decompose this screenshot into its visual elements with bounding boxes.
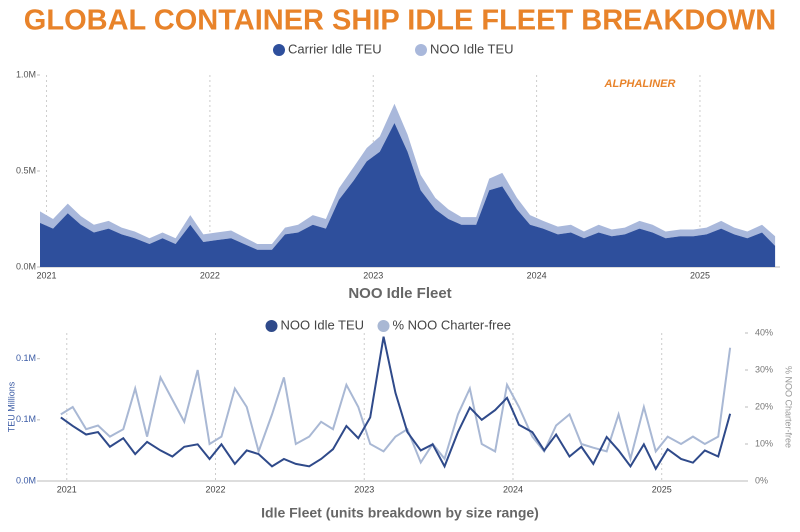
x-tick-label: 2024 xyxy=(527,270,547,280)
legend-label: % NOO Charter-free xyxy=(393,317,511,332)
x-tick-label: 2025 xyxy=(690,270,710,280)
legend-marker xyxy=(415,44,427,56)
y2-tick-label: 20% xyxy=(755,401,773,411)
x-tick-label: 2022 xyxy=(205,484,225,494)
legend-label: NOO Idle TEU xyxy=(430,41,514,56)
logo-text: ALPHALINER xyxy=(604,78,676,90)
legend-label: NOO Idle TEU xyxy=(281,317,365,332)
x-tick-label: 2021 xyxy=(37,270,57,280)
y2-axis-title: % NOO Charter-free xyxy=(784,366,794,448)
legend-marker xyxy=(273,44,285,56)
line xyxy=(60,347,732,465)
y-tick-label: 0.5M xyxy=(16,165,36,175)
legend-label: Carrier Idle TEU xyxy=(288,41,382,56)
legend-marker xyxy=(265,320,278,332)
y2-tick-label: 10% xyxy=(755,438,773,448)
x-tick-label: 2023 xyxy=(363,270,383,280)
x-axis-title: Idle Fleet (units breakdown by size rang… xyxy=(261,505,539,521)
area xyxy=(40,123,776,267)
y-tick-label: 0.1M xyxy=(16,353,36,363)
y-tick-label: 0.0M xyxy=(16,261,36,271)
legend-marker xyxy=(377,320,390,332)
x-tick-label: 2022 xyxy=(200,270,220,280)
x-tick-label: 2025 xyxy=(652,484,672,494)
y-axis-title: TEU Millions xyxy=(6,381,16,432)
x-tick-label: 2024 xyxy=(503,484,523,494)
x-tick-label: 2023 xyxy=(354,484,374,494)
y-tick-label: 0.1M xyxy=(16,414,36,424)
y-tick-label: 0.0M xyxy=(16,475,36,485)
y2-tick-label: 30% xyxy=(755,364,773,374)
y-tick-label: 1.0M xyxy=(16,69,36,79)
y2-tick-label: 0% xyxy=(755,475,768,485)
y2-tick-label: 40% xyxy=(755,327,773,337)
x-tick-label: 2021 xyxy=(57,484,77,494)
chart-title: NOO Idle Fleet xyxy=(348,285,451,302)
page-title: GLOBAL CONTAINER SHIP IDLE FLEET BREAKDO… xyxy=(24,5,776,37)
line xyxy=(60,336,732,471)
